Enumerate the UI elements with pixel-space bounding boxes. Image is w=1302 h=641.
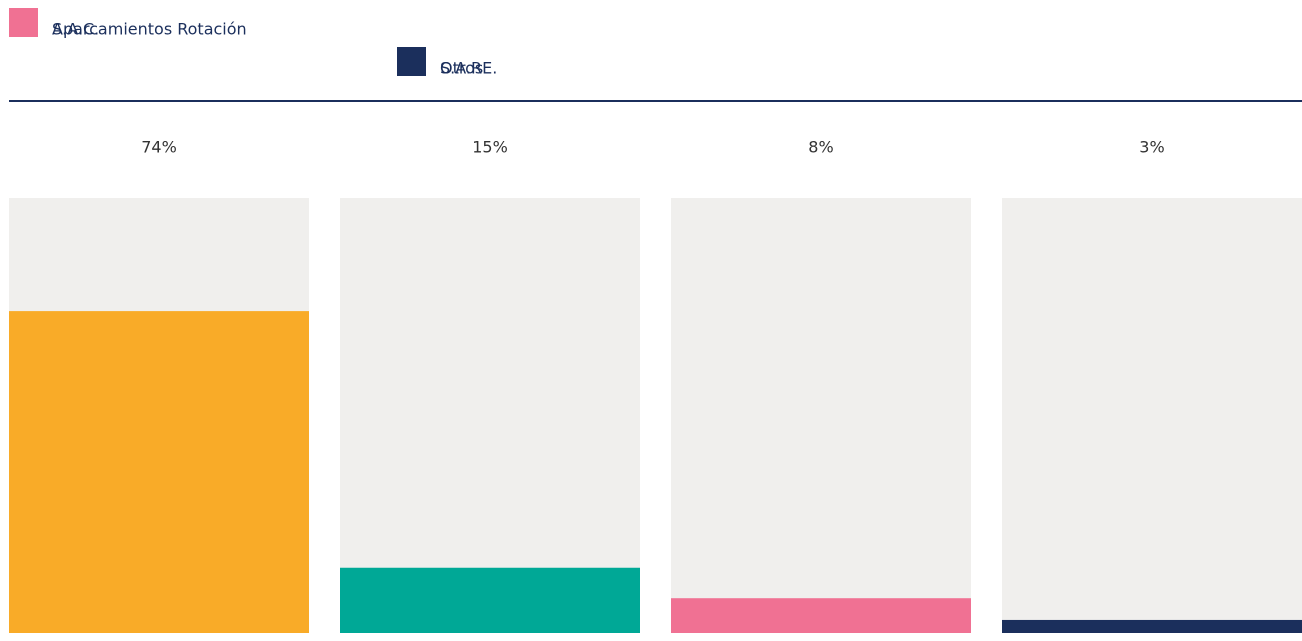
value-label: 3%	[1139, 138, 1164, 157]
bar-track	[671, 198, 971, 633]
legend-label: S.A.RE.	[440, 59, 497, 78]
bar	[9, 311, 309, 633]
bar-track	[1002, 198, 1302, 633]
legend-swatch	[397, 47, 426, 76]
bar	[671, 598, 971, 633]
legend-label: S.A.C.	[52, 20, 99, 39]
value-label: 74%	[141, 138, 177, 157]
value-label: 15%	[472, 138, 508, 157]
legend-label: Aparcamientos Rotación	[52, 20, 247, 39]
bar-track	[340, 198, 640, 633]
value-label: 8%	[808, 138, 833, 157]
bar	[340, 567, 640, 633]
legend-swatch	[9, 8, 38, 37]
bar	[1002, 619, 1302, 633]
legend-label: Otros	[440, 59, 483, 78]
